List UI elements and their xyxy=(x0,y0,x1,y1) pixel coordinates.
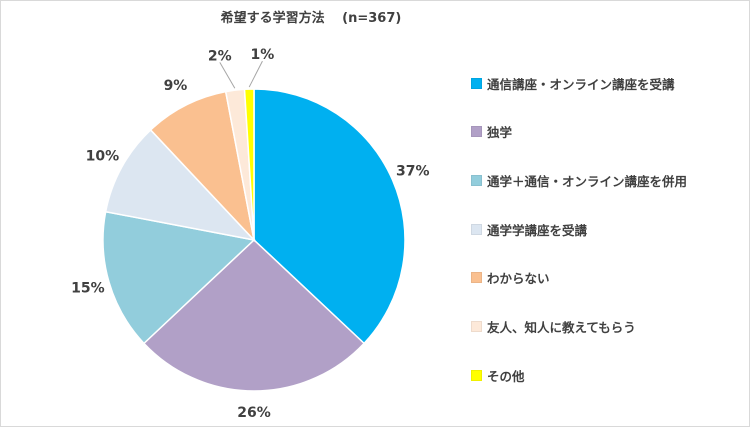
pie-slice-5 xyxy=(149,90,256,243)
leader-line-7 xyxy=(248,60,263,88)
data-label-1: 37% xyxy=(396,163,430,179)
legend: 通信講座・オンライン講座を受講 独学 通学＋通信・オンライン講座を併用 通学学講… xyxy=(471,73,687,414)
chart-title: 希望する学習方法 (n=367) xyxy=(220,11,402,26)
data-label-6: 2% xyxy=(208,48,232,64)
legend-item: 通学学講座を受講 xyxy=(471,219,687,239)
legend-label: わからない xyxy=(487,271,550,287)
legend-label: 通学学講座を受講 xyxy=(487,222,588,238)
legend-swatch xyxy=(471,320,482,332)
data-labels: 37% 26% 15% 10% 9% 2% 1% xyxy=(71,47,429,421)
data-label-2: 26% xyxy=(237,405,271,421)
legend-swatch xyxy=(471,174,482,186)
leader-line-6 xyxy=(219,62,236,89)
legend-label: 友人、知人に教えてもらう xyxy=(487,319,636,335)
pie-slice-1 xyxy=(253,88,406,345)
data-label-3: 15% xyxy=(71,280,105,296)
leader-lines xyxy=(219,60,263,89)
legend-swatch xyxy=(471,77,482,89)
legend-label: その他 xyxy=(487,368,525,384)
pie-slice-7 xyxy=(243,88,255,241)
legend-label: 通信講座・オンライン講座を受講 xyxy=(487,76,675,92)
legend-item: その他 xyxy=(471,365,687,385)
legend-item: わからない xyxy=(471,268,687,288)
legend-swatch xyxy=(471,223,482,235)
legend-swatch xyxy=(471,272,482,284)
pie-slices xyxy=(102,88,406,392)
legend-swatch xyxy=(471,369,482,381)
legend-item: 通学＋通信・オンライン講座を併用 xyxy=(471,170,687,190)
legend-swatch xyxy=(471,126,482,138)
legend-item: 通信講座・オンライン講座を受講 xyxy=(471,73,687,93)
data-label-4: 10% xyxy=(86,149,120,165)
pie-slice-4 xyxy=(104,128,257,242)
legend-label: 独学 xyxy=(487,125,513,141)
legend-item: 友人、知人に教えてもらう xyxy=(471,316,687,336)
data-label-7: 1% xyxy=(251,47,275,63)
data-label-5: 9% xyxy=(164,78,188,94)
pie-slice-3 xyxy=(102,210,256,345)
legend-label: 通学＋通信・オンライン講座を併用 xyxy=(487,173,688,189)
legend-item: 独学 xyxy=(471,122,687,142)
pie-slice-2 xyxy=(142,238,366,392)
